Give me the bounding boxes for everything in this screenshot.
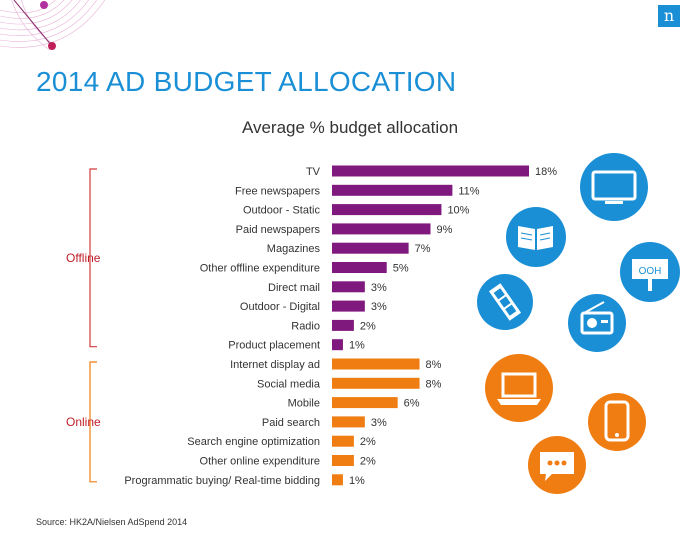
bar [332,397,398,409]
value-label: 1% [349,340,365,352]
category-label: Other online expenditure [200,456,320,468]
bar [332,339,343,351]
category-label: Magazines [267,243,321,255]
source-note: Source: HK2A/Nielsen AdSpend 2014 [36,517,188,527]
category-label: Paid search [262,417,320,429]
value-label: 2% [360,456,376,468]
bar [332,281,365,293]
category-label: Radio [291,320,320,332]
value-label: 2% [360,436,376,448]
category-label: Internet display ad [230,359,320,371]
category-label: Outdoor - Static [243,205,321,217]
value-label: 18% [535,166,557,178]
bar [332,165,529,177]
category-label: Other offline expenditure [200,263,320,275]
value-label: 3% [371,417,387,429]
value-label: 8% [426,378,442,390]
bar [332,223,431,235]
value-label: 3% [371,301,387,313]
value-label: 5% [393,263,409,275]
svg-text:OOH: OOH [639,266,662,277]
bar [332,358,420,370]
bar [332,377,420,389]
value-label: 10% [447,205,469,217]
value-label: 7% [415,243,431,255]
category-label: Paid newspapers [236,224,321,236]
chat-bubble-icon [528,436,586,494]
bar [332,300,365,312]
group-bracket [89,361,97,483]
bar [332,416,365,428]
value-label: 6% [404,398,420,410]
value-label: 8% [426,359,442,371]
chart-title: Average % budget allocation [241,118,459,137]
value-label: 3% [371,282,387,294]
value-label: 2% [360,320,376,332]
value-label: 11% [458,185,479,197]
book-icon [506,207,566,267]
group-label: Offline [66,251,101,265]
bar [332,474,343,486]
page-title: 2014 AD BUDGET ALLOCATION [36,66,457,97]
bar [332,319,354,331]
bar [332,435,354,447]
decorative-arcs [0,0,105,51]
film-icon [477,274,533,330]
bar [332,262,387,273]
category-label: Product placement [228,340,320,352]
value-label: 9% [437,224,453,236]
category-label: TV [306,166,321,178]
group-bracket [89,168,97,348]
nielsen-logo: n [658,5,680,27]
category-label: Free newspapers [235,185,320,197]
bar [332,242,409,254]
category-label: Outdoor - Digital [240,301,320,313]
category-label: Social media [257,378,321,390]
group-label: Online [66,415,101,429]
category-label: Programmatic buying/ Real-time bidding [124,475,320,487]
laptop-icon [485,354,553,422]
mobile-phone-icon [588,393,646,451]
tv-icon [580,153,648,221]
category-label: Search engine optimization [187,436,320,448]
value-label: 1% [349,475,365,487]
bar [332,455,354,466]
bar [332,204,442,216]
radio-icon [568,294,626,352]
category-label: Direct mail [268,282,320,294]
bar [332,184,453,196]
ooh-billboard-icon: OOH [620,242,680,302]
category-label: Mobile [288,398,320,410]
